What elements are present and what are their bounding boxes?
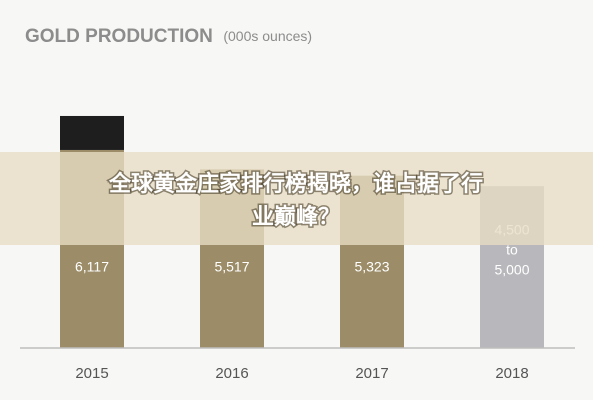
chart-subtitle: (000s ounces) [223, 28, 312, 44]
banner-text: 业巅峰？ [252, 204, 340, 229]
value-label: 5,000 [494, 262, 529, 278]
x-tick-label: 2018 [495, 365, 528, 382]
value-label: to [506, 242, 518, 258]
bar [60, 115, 124, 150]
x-tick-label: 2016 [215, 365, 248, 382]
banner [0, 152, 593, 245]
banner-text: 全球黄金庄家排行榜揭晓，谁占据了行 [108, 171, 483, 196]
chart-title-group: GOLD PRODUCTION (000s ounces) [25, 26, 312, 47]
value-label: 5,517 [214, 259, 249, 275]
value-label: 6,117 [75, 259, 109, 275]
x-tick-label: 2015 [75, 365, 108, 382]
chart-title: GOLD PRODUCTION [25, 26, 213, 47]
x-tick-label: 2017 [355, 365, 388, 382]
value-label: 5,323 [354, 259, 389, 275]
